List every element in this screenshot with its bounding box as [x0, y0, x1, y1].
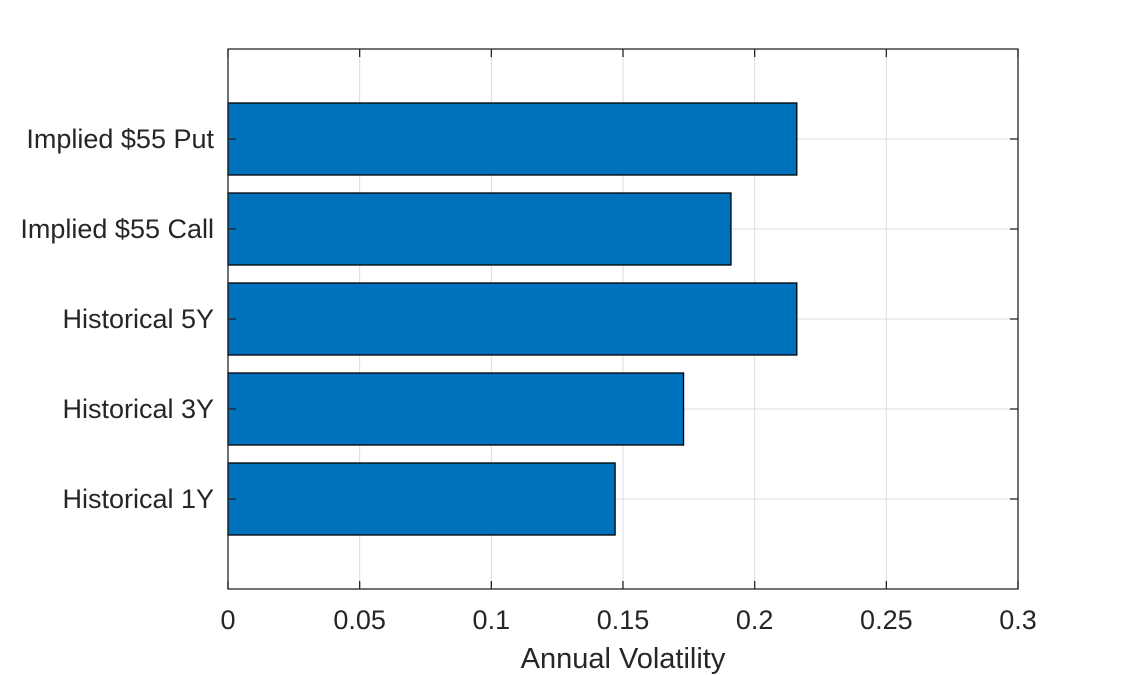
x-tick-label: 0.15: [597, 605, 650, 635]
bar: [227, 462, 616, 536]
x-tick-label: 0.25: [860, 605, 913, 635]
bar: [227, 372, 685, 446]
x-tick-label: 0.05: [333, 605, 386, 635]
x-axis-title: Annual Volatility: [521, 643, 726, 675]
y-tick-label: Historical 3Y: [62, 394, 214, 424]
y-tick-label: Implied $55 Put: [26, 124, 214, 154]
bar: [227, 192, 732, 266]
tick-marks: [227, 49, 1019, 589]
x-tick-label: 0.1: [473, 605, 511, 635]
y-tick-label: Historical 1Y: [62, 484, 214, 514]
bar: [227, 282, 798, 356]
bar: [227, 102, 798, 176]
y-tick-labels: Historical 1Y Historical 3Y Historical 5Y I…: [20, 124, 214, 514]
x-tick-label: 0.3: [999, 605, 1037, 635]
x-tick-labels: 0 0.05 0.1 0.15 0.2 0.25 0.3: [220, 605, 1036, 635]
y-tick-label: Implied $55 Call: [20, 214, 214, 244]
x-tick-label: 0.2: [736, 605, 774, 635]
x-tick-label: 0: [220, 605, 235, 635]
y-tick-label: Historical 5Y: [62, 304, 214, 334]
bars: [227, 102, 798, 536]
